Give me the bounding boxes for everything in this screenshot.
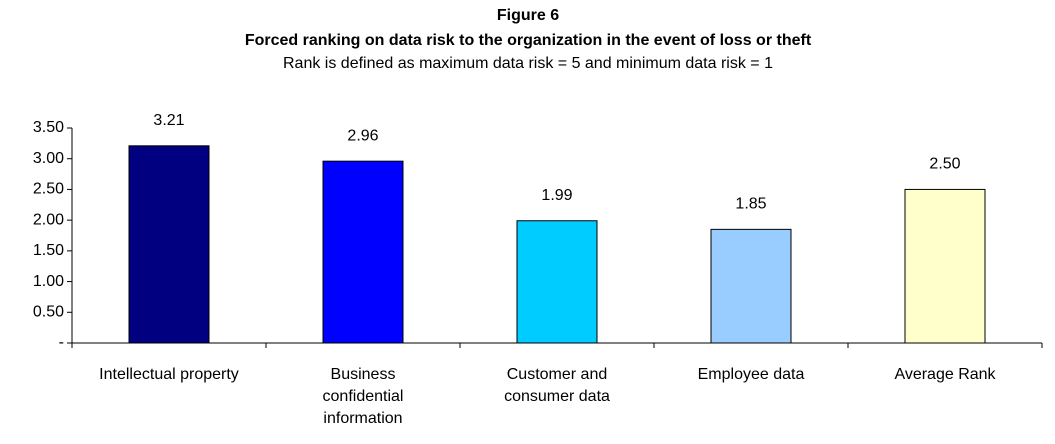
y-tick-label: 3.50: [33, 119, 64, 136]
value-label: 2.96: [347, 127, 378, 144]
chart-subtitle: Forced ranking on data risk to the organ…: [245, 32, 812, 49]
x-tick-label: Employee data: [697, 366, 805, 383]
y-tick-label: 2.00: [33, 211, 64, 228]
y-tick-label: 1.50: [33, 242, 64, 259]
value-label: 1.99: [541, 187, 572, 204]
y-tick-label: -: [59, 334, 64, 351]
value-label: 2.50: [929, 156, 960, 173]
x-tick-label: Customer and consumer data: [504, 366, 610, 405]
y-tick-label: 0.50: [33, 304, 64, 321]
bar: [322, 160, 404, 344]
x-tick-label: Average Rank: [894, 366, 996, 383]
chart-note: Rank is defined as maximum data risk = 5…: [283, 55, 773, 72]
value-label: 3.21: [153, 112, 184, 129]
chart-title: Figure 6: [497, 7, 559, 24]
y-tick-label: 1.00: [33, 273, 64, 290]
y-tick-label: 2.50: [33, 181, 64, 198]
value-label: 1.85: [735, 196, 766, 213]
bar: [128, 145, 210, 344]
x-tick-label: Intellectual property: [99, 366, 239, 383]
bar: [516, 220, 598, 344]
bar: [710, 228, 792, 344]
y-tick-label: 3.00: [33, 150, 64, 167]
x-tick-label: Business confidential information: [322, 366, 404, 427]
bar: [904, 188, 986, 344]
